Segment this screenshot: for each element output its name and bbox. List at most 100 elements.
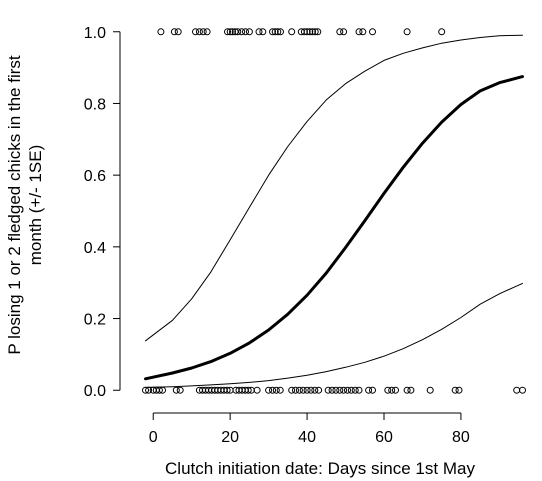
data-point (272, 386, 280, 394)
y-tick-label: 0.8 (84, 96, 106, 113)
data-point (519, 386, 526, 394)
y-tick-label: 0.4 (84, 240, 106, 257)
data-point (403, 386, 411, 394)
data-point (407, 386, 415, 394)
data-point (145, 386, 153, 394)
data-point (309, 28, 316, 36)
x-ticks: 0 20 40 60 80 (149, 413, 470, 446)
data-point (426, 386, 434, 394)
data-point (157, 28, 165, 36)
data-point (355, 386, 363, 394)
data-point (292, 386, 299, 394)
data-point (170, 28, 178, 36)
data-point (336, 386, 344, 394)
data-point (300, 28, 308, 36)
y-axis-title-line1: P losing 1 or 2 fledged chicks in the fi… (5, 55, 24, 355)
data-point (277, 28, 284, 36)
data-point (199, 28, 207, 36)
data-point (306, 28, 314, 36)
y-ticks: 0.0 0.2 0.4 0.6 0.8 1.0 (84, 25, 120, 400)
data-point (311, 386, 319, 394)
series-lines (144, 34, 524, 388)
data-point (455, 386, 463, 394)
data-point (234, 28, 242, 36)
data-point (351, 386, 359, 394)
data-point (299, 386, 307, 394)
x-tick-label: 40 (298, 429, 316, 446)
data-point (238, 28, 246, 36)
plot-area: 0.0 0.2 0.4 0.6 0.8 1.0 0 20 40 60 80 (84, 25, 526, 446)
data-point (174, 28, 182, 36)
data-point (314, 28, 322, 36)
data-point (336, 28, 344, 36)
data-point (223, 386, 231, 394)
data-point (288, 386, 296, 394)
line-upper-se (145, 34, 523, 342)
data-point (142, 386, 149, 394)
y-tick-label: 0.0 (84, 383, 106, 400)
data-point (384, 386, 392, 394)
x-axis-title: Clutch initiation date: Days since 1st M… (165, 459, 475, 478)
data-point (311, 28, 319, 36)
data-point (288, 28, 296, 36)
x-tick-label: 0 (149, 429, 158, 446)
data-point (359, 28, 367, 36)
data-point (274, 28, 282, 36)
data-point (388, 386, 396, 394)
y-axis-title-line2: month (+/- 1SE) (26, 145, 45, 265)
data-point (344, 386, 351, 394)
data-point (245, 28, 253, 36)
data-points (142, 28, 526, 394)
data-point (195, 28, 203, 36)
data-point (332, 386, 340, 394)
data-point (365, 386, 373, 394)
y-tick-label: 0.6 (84, 168, 106, 185)
data-point (355, 28, 363, 36)
data-point (192, 28, 199, 36)
data-point (271, 28, 279, 36)
x-tick-label: 20 (221, 429, 239, 446)
data-point (244, 386, 252, 394)
data-point (269, 28, 276, 36)
data-point (438, 28, 446, 36)
x-tick-label: 60 (375, 429, 393, 446)
data-point (328, 386, 336, 394)
data-point (392, 386, 399, 394)
data-point (172, 386, 180, 394)
data-point (369, 386, 376, 394)
data-point (369, 28, 376, 36)
data-point (513, 386, 521, 394)
data-point (259, 28, 267, 36)
data-point (307, 386, 315, 394)
data-point (451, 386, 459, 394)
data-point (315, 386, 323, 394)
line-lower-se (145, 282, 523, 388)
data-point (403, 28, 411, 36)
y-tick-label: 0.2 (84, 312, 106, 329)
data-point (226, 28, 234, 36)
data-point (324, 386, 332, 394)
data-point (295, 386, 303, 394)
data-point (176, 386, 184, 394)
data-point (303, 386, 311, 394)
data-point (265, 386, 273, 394)
data-point (276, 386, 284, 394)
data-point (229, 28, 236, 36)
data-point (203, 28, 211, 36)
data-point (224, 28, 231, 36)
data-point (340, 28, 348, 36)
data-point (155, 386, 163, 394)
y-axis-title: P losing 1 or 2 fledged chicks in the fi… (5, 55, 45, 355)
data-point (340, 386, 348, 394)
data-point (255, 28, 263, 36)
data-point (347, 386, 355, 394)
x-tick-label: 80 (452, 429, 470, 446)
data-point (253, 386, 261, 394)
data-point (242, 28, 249, 36)
data-point (269, 386, 276, 394)
data-point (303, 28, 311, 36)
y-tick-label: 1.0 (84, 25, 106, 42)
data-point (159, 386, 166, 394)
line-fit (144, 75, 524, 381)
